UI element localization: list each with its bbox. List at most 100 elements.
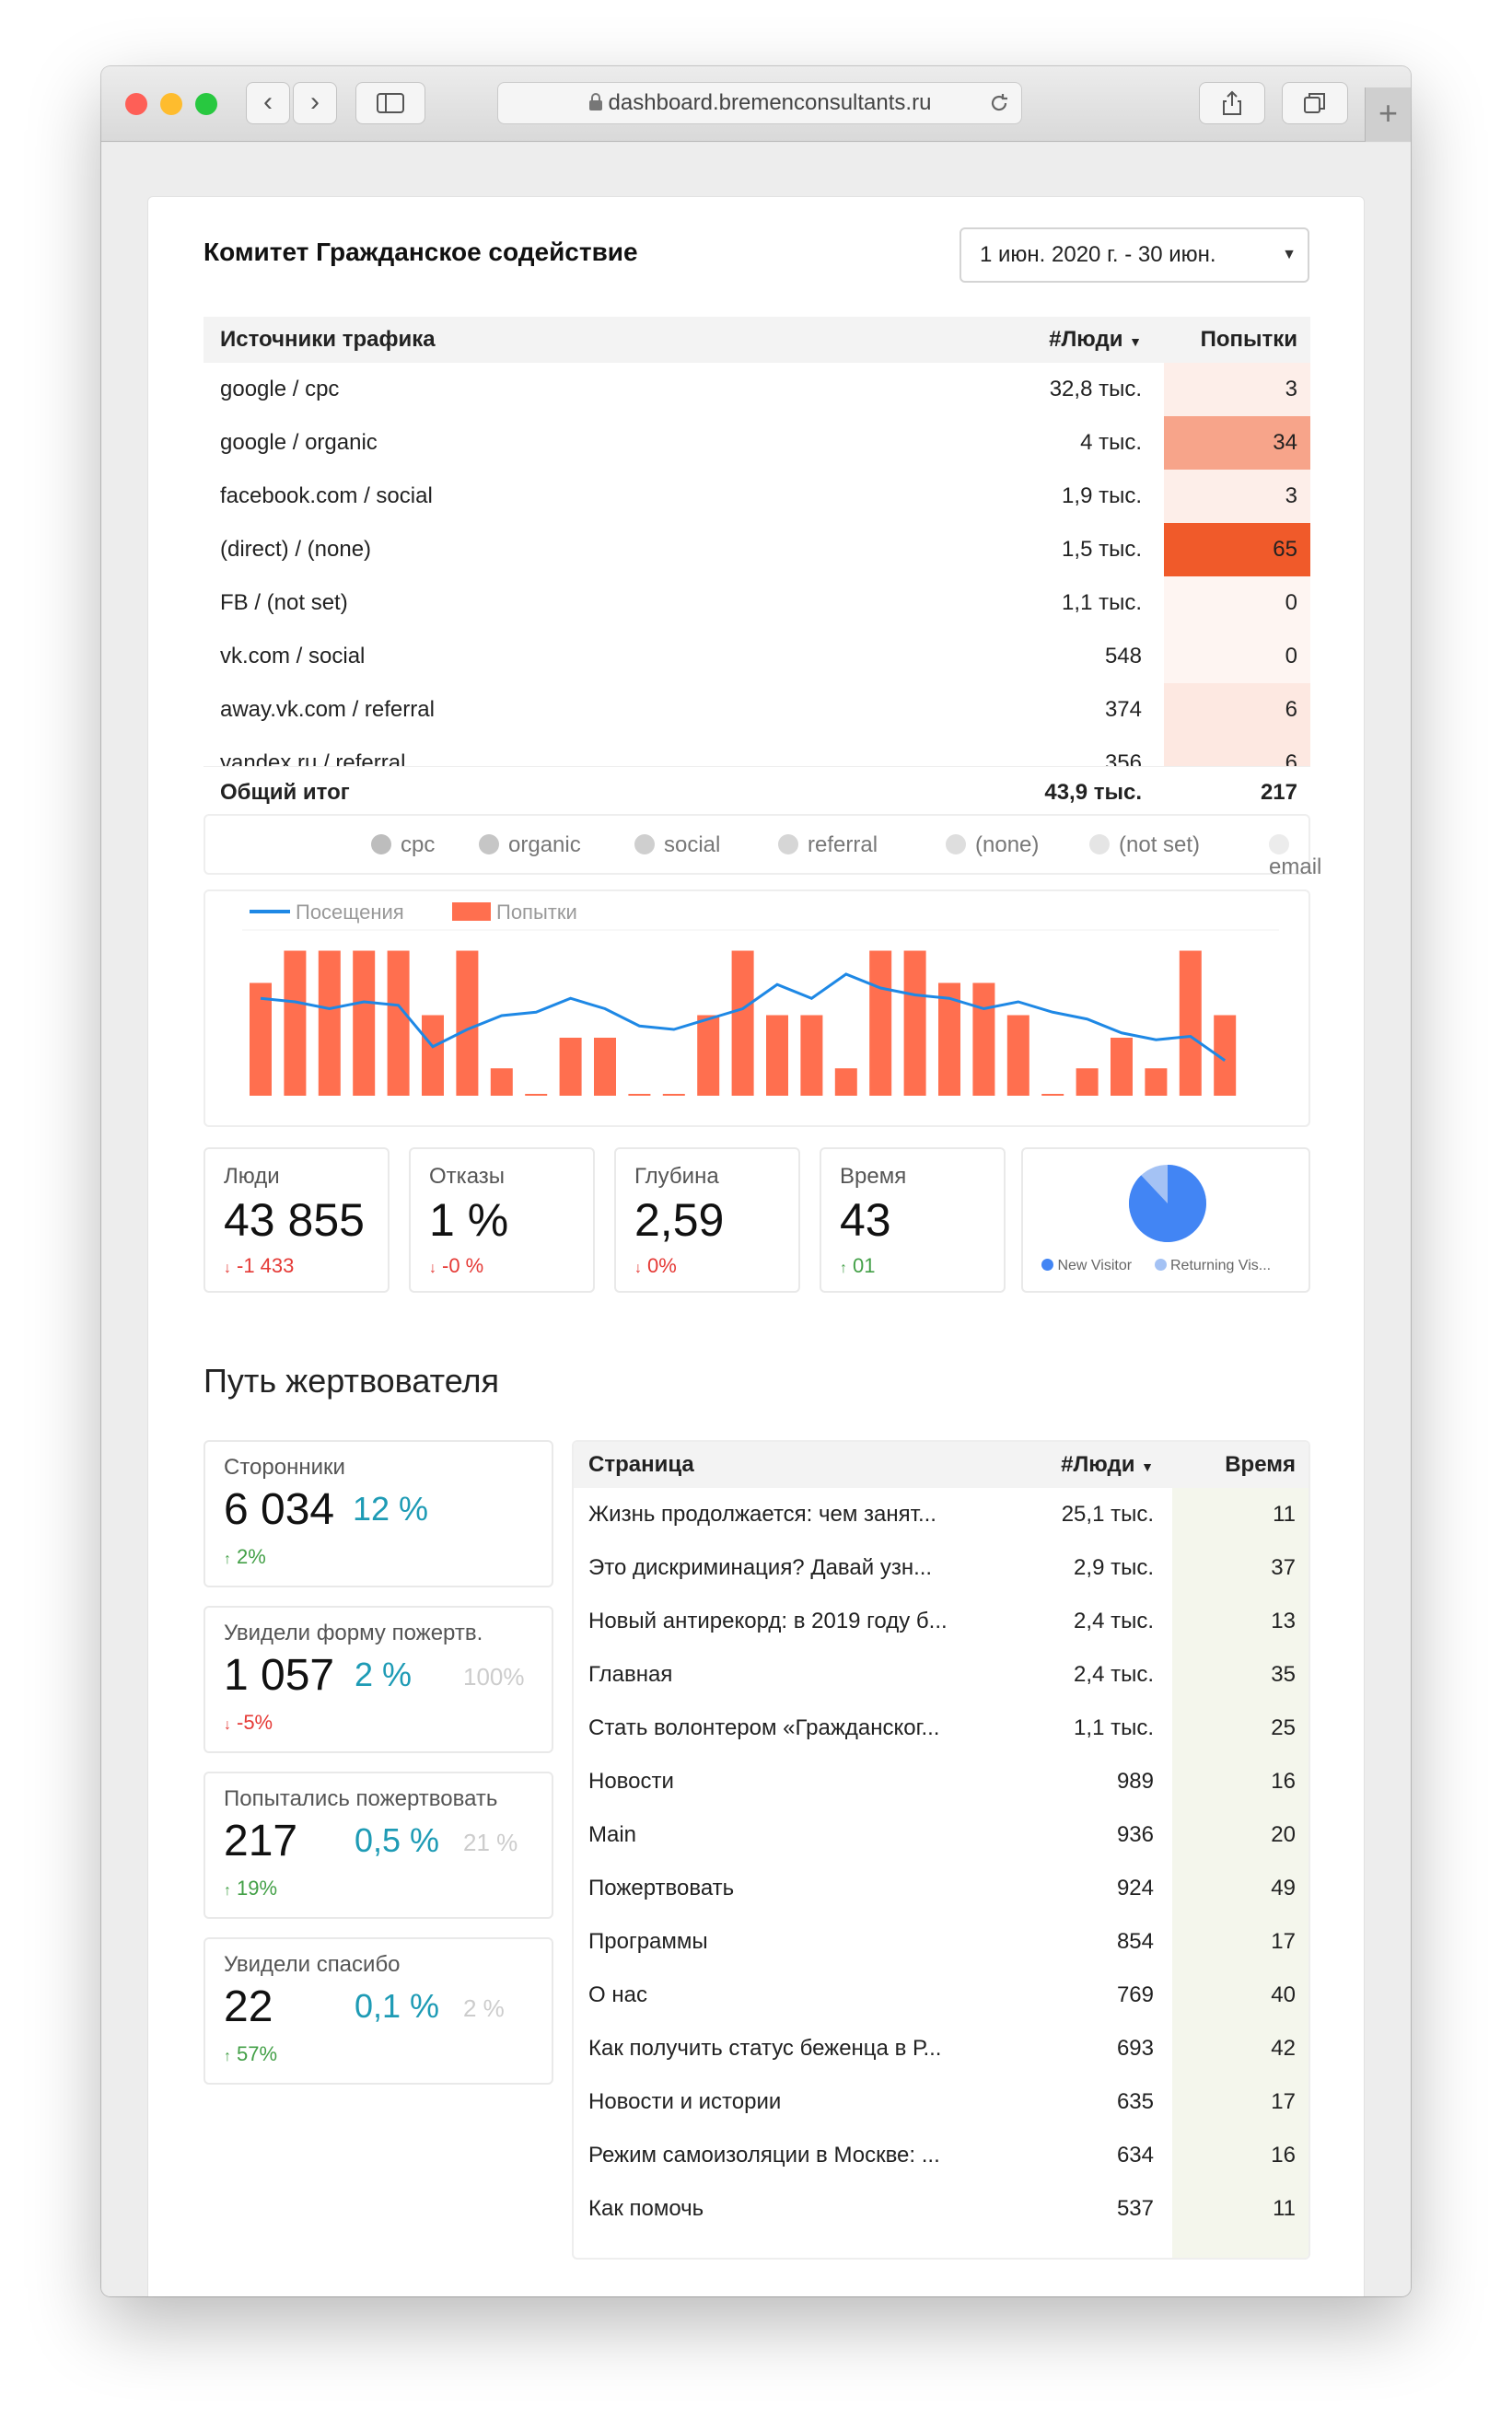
funnel-step-pct: 0,5 % <box>355 1821 440 1859</box>
col-people-header[interactable]: #Люди ▼ <box>1049 317 1142 365</box>
back-button[interactable]: ‹ <box>246 82 290 124</box>
page-row[interactable]: Программы 854 17 <box>574 1915 1308 1969</box>
legend-item[interactable]: cpc <box>371 834 435 856</box>
col-page-people-header[interactable]: #Люди ▼ <box>1061 1442 1154 1490</box>
chart-bar <box>490 1068 513 1096</box>
traffic-source: (direct) / (none) <box>220 537 372 562</box>
page-people-cell: 854 <box>1116 1929 1154 1954</box>
page-row[interactable]: Как помочь 537 11 <box>574 2182 1308 2236</box>
legend-dot-icon <box>778 834 798 854</box>
share-button[interactable] <box>1199 82 1265 124</box>
legend-item[interactable]: social <box>634 834 720 856</box>
page-row[interactable]: Новости 989 16 <box>574 1755 1308 1808</box>
kpi-value: 43 855 <box>224 1194 365 1246</box>
page-time-cell: 49 <box>1172 1862 1308 1915</box>
page-row[interactable]: Пожертвовать 924 49 <box>574 1862 1308 1915</box>
traffic-row[interactable]: (direct) / (none) 1,5 тыс. 65 <box>204 523 1310 576</box>
date-range-picker[interactable]: 1 июн. 2020 г. - 30 июн. ▼ <box>960 227 1309 283</box>
arrow-down-icon: ↓ <box>429 1261 436 1276</box>
new-tab-button[interactable]: + <box>1365 87 1411 142</box>
col-attempts-header[interactable]: Попытки <box>1200 327 1297 352</box>
sidebar-toggle-button[interactable] <box>355 82 425 124</box>
kpi-delta-value: 0% <box>647 1254 677 1277</box>
close-button[interactable] <box>125 93 147 115</box>
page-row[interactable]: Жизнь продолжается: чем занят... 25,1 тыс… <box>574 1488 1308 1541</box>
legend-item[interactable]: referral <box>778 834 878 856</box>
traffic-people: 356 <box>1104 750 1142 766</box>
kpi-card: Глубина 2,59 ↓ 0% <box>614 1147 800 1293</box>
funnel-step-value: 1 057 <box>224 1651 335 1700</box>
traffic-source: google / organic <box>220 430 378 455</box>
pages-table-body[interactable]: Жизнь продолжается: чем занят... 25,1 тыс… <box>574 1488 1308 2258</box>
legend-item[interactable]: (not set) <box>1089 834 1200 856</box>
page-row[interactable]: Это дискриминация? Давай узн... 2,9 тыс. 3… <box>574 1541 1308 1595</box>
reload-icon[interactable] <box>988 92 1010 114</box>
funnel-step-value: 6 034 <box>224 1485 335 1534</box>
chart-bar <box>697 1015 720 1096</box>
traffic-row[interactable]: FB / (not set) 1,1 тыс. 0 <box>204 576 1310 630</box>
page-title: Комитет Гражданское содействие <box>204 238 638 266</box>
page-row[interactable]: Main 936 20 <box>574 1808 1308 1862</box>
new-visitor-slice <box>1129 1165 1206 1242</box>
page-row[interactable]: Режим самоизоляции в Москве: ... 634 16 <box>574 2129 1308 2182</box>
legend-dot-icon <box>1269 834 1289 854</box>
channel-legend: cpc organic social referral (none) (not set) e… <box>204 814 1321 878</box>
funnel-step-ref: 100% <box>463 1663 525 1691</box>
page-title-cell: Новый антирекорд: в 2019 году б... <box>588 1609 948 1633</box>
page-title-cell: Программы <box>588 1929 708 1954</box>
chart-bar <box>387 950 410 1096</box>
page-row[interactable]: Новый антирекорд: в 2019 году б... 2,4 ты… <box>574 1595 1308 1648</box>
funnel-step-delta: ↑ 57% <box>224 2042 277 2066</box>
visits-attempts-chart: Посещения Попытки <box>204 889 1310 1127</box>
chart-svg: Посещения Попытки <box>242 901 1279 1096</box>
legend-dot-icon <box>371 834 391 854</box>
traffic-attempts: 3 <box>1164 363 1310 416</box>
page-time-cell: 20 <box>1172 1808 1308 1862</box>
chart-bar <box>456 950 479 1096</box>
pages-table: Страница #Люди ▼ Время Жизнь продолжаетс… <box>572 1440 1310 2260</box>
page-title-cell: Стать волонтером «Гражданског... <box>588 1715 940 1740</box>
page-title-cell: Жизнь продолжается: чем занят... <box>588 1502 936 1527</box>
legend-label: cpc <box>401 832 436 857</box>
traffic-row[interactable]: vk.com / social 548 0 <box>204 630 1310 683</box>
legend-dot-icon <box>946 834 966 854</box>
page-row[interactable]: О нас 769 40 <box>574 1969 1308 2022</box>
tabs-overview-button[interactable] <box>1282 82 1348 124</box>
page-time-cell: 40 <box>1172 1969 1308 2022</box>
page-row[interactable]: Главная 2,4 тыс. 35 <box>574 1648 1308 1702</box>
kpi-label: Люди <box>224 1164 280 1189</box>
new-visitor-dot <box>1041 1259 1053 1271</box>
chart-bar <box>1041 1094 1064 1096</box>
col-time-header[interactable]: Время <box>1225 1452 1296 1477</box>
address-bar[interactable]: dashboard.bremenconsultants.ru <box>497 82 1022 124</box>
pages-table-header: Страница #Люди ▼ Время <box>574 1442 1308 1488</box>
maximize-button[interactable] <box>195 93 217 115</box>
traffic-row[interactable]: google / cpc 32,8 тыс. 3 <box>204 363 1310 416</box>
traffic-row[interactable]: facebook.com / social 1,9 тыс. 3 <box>204 470 1310 523</box>
legend-item[interactable]: email <box>1269 834 1321 878</box>
traffic-source: vk.com / social <box>220 644 366 668</box>
legend-item[interactable]: (none) <box>946 834 1039 856</box>
page-people-cell: 989 <box>1116 1769 1154 1794</box>
traffic-row[interactable]: yandex.ru / referral 356 6 <box>204 737 1310 766</box>
kpi-label: Время <box>840 1164 907 1189</box>
traffic-attempts: 3 <box>1164 470 1310 523</box>
page-row[interactable]: Стать волонтером «Гражданског... 1,1 тыс.… <box>574 1702 1308 1755</box>
funnel-step-ref: 21 % <box>463 1829 518 1856</box>
col-source-header[interactable]: Источники трафика <box>220 327 436 352</box>
traffic-people: 1,1 тыс. <box>1062 590 1142 615</box>
traffic-table-body[interactable]: google / cpc 32,8 тыс. 3 google / organic 4 … <box>204 363 1310 766</box>
traffic-row[interactable]: away.vk.com / referral 374 6 <box>204 683 1310 737</box>
share-icon <box>1223 90 1241 115</box>
traffic-source: google / cpc <box>220 377 340 401</box>
traffic-row[interactable]: google / organic 4 тыс. 34 <box>204 416 1310 470</box>
funnel-title: Путь жертвователя <box>204 1362 500 1400</box>
legend-item[interactable]: organic <box>479 834 581 856</box>
page-row[interactable]: Новости и истории 635 17 <box>574 2075 1308 2129</box>
page-row[interactable]: Как получить статус беженца в Р... 693 42 <box>574 2022 1308 2075</box>
dashboard-card: Комитет Гражданское содействие 1 июн. 20… <box>147 196 1365 2296</box>
col-page-header[interactable]: Страница <box>588 1452 694 1477</box>
minimize-button[interactable] <box>160 93 182 115</box>
visitor-type-card: New Visitor Returning Vis... <box>1021 1147 1310 1293</box>
forward-button[interactable]: › <box>293 82 337 124</box>
